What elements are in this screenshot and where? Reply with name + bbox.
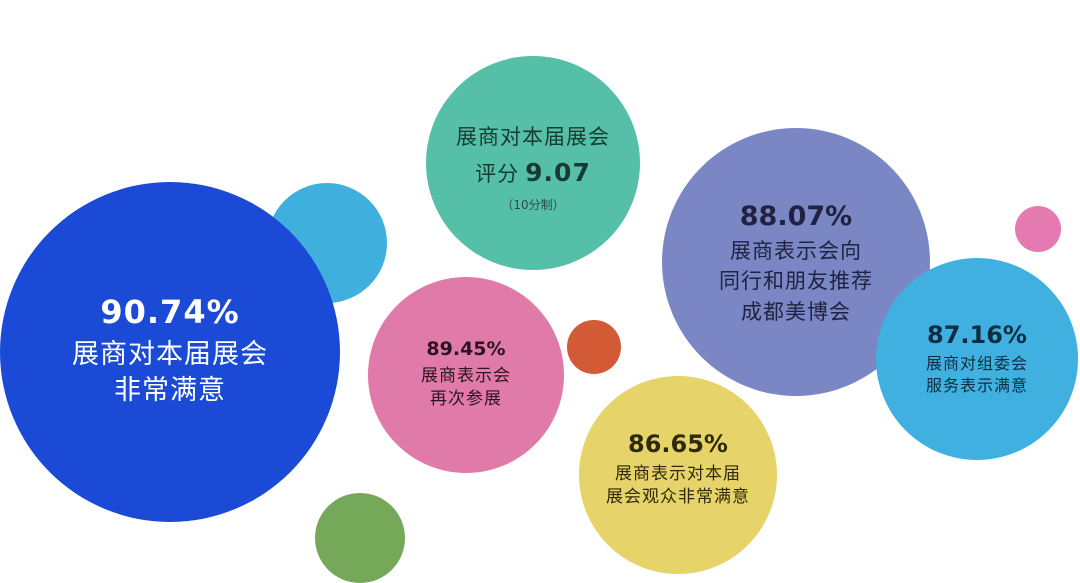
recommend-line-1: 展商表示会向: [730, 238, 862, 263]
exhibitor-satisfaction-percent: 90.74%: [100, 293, 240, 332]
bubble-exhibitor-rating: 展商对本届展会 评分 9.07 （10分制）: [426, 56, 640, 270]
return-exhibit-percent: 89.45%: [426, 338, 506, 361]
decor-dot-green: [315, 493, 405, 583]
recommend-line-2: 同行和朋友推荐: [719, 269, 873, 294]
organizer-service-percent: 87.16%: [927, 320, 1027, 349]
exhibitor-rating-score: 9.07: [525, 157, 591, 187]
organizer-service-line-2: 服务表示满意: [925, 375, 1028, 395]
audience-satisfaction-line-2: 展会观众非常满意: [606, 486, 750, 507]
decor-dot-pink: [1015, 206, 1061, 252]
audience-satisfaction-line-1: 展商表示对本届: [615, 463, 741, 484]
exhibitor-rating-line-1: 展商对本届展会: [456, 125, 610, 150]
return-exhibit-line-2: 再次参展: [430, 388, 502, 409]
audience-satisfaction-percent: 86.65%: [628, 430, 728, 459]
recommend-percent: 88.07%: [739, 200, 853, 232]
recommend-line-3: 成都美博会: [741, 299, 851, 324]
bubble-recommend: 88.07% 展商表示会向 同行和朋友推荐 成都美博会: [662, 128, 930, 396]
exhibitor-rating-line-2: 评分 9.07: [475, 156, 591, 190]
exhibitor-rating-note: （10分制）: [501, 197, 565, 212]
bubble-audience-satisfaction: 86.65% 展商表示对本届 展会观众非常满意: [579, 376, 777, 574]
return-exhibit-line-1: 展商表示会: [421, 365, 511, 386]
exhibitor-satisfaction-line-1: 展商对本届展会: [72, 338, 268, 370]
decor-dot-orange: [567, 320, 621, 374]
exhibitor-rating-prefix: 评分: [475, 161, 520, 186]
bubble-exhibitor-satisfaction: 90.74% 展商对本届展会 非常满意: [0, 182, 340, 522]
bubble-organizer-service: 87.16% 展商对组委会 服务表示满意: [876, 258, 1078, 460]
exhibitor-satisfaction-line-2: 非常满意: [114, 375, 226, 407]
organizer-service-line-1: 展商对组委会: [925, 354, 1028, 374]
bubble-return-exhibit: 89.45% 展商表示会 再次参展: [368, 277, 564, 473]
